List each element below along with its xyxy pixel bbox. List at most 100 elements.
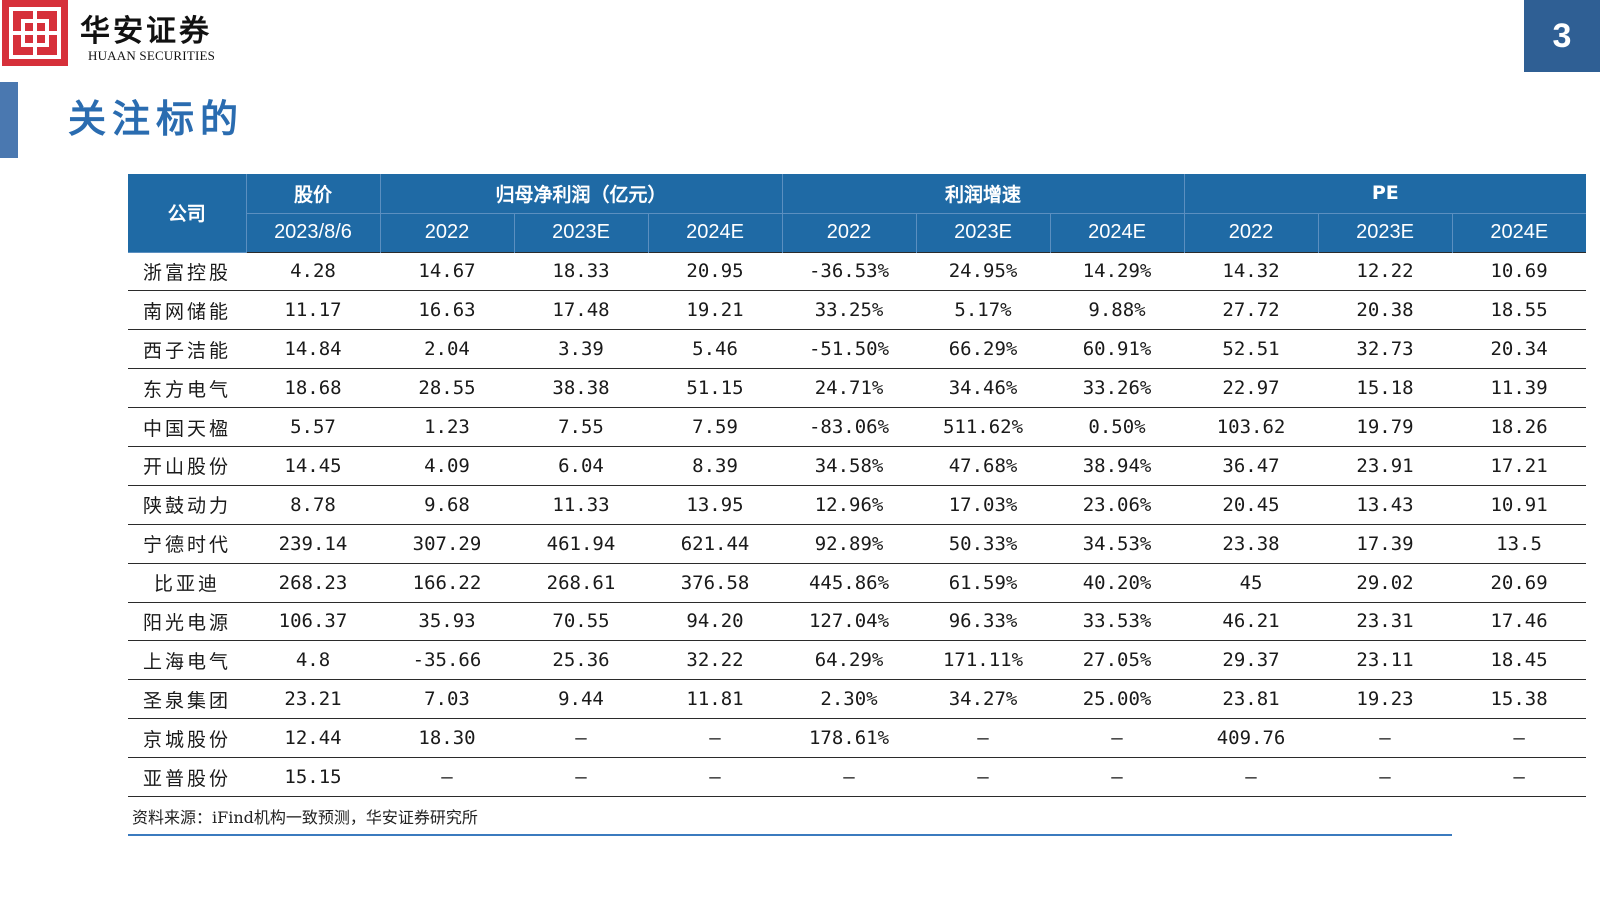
value-cell: —	[1184, 757, 1319, 797]
header-pe: PE	[1184, 174, 1587, 214]
value-cell: 2.04	[380, 329, 514, 370]
company-name-cell: 阳光电源	[128, 602, 246, 642]
value-cell: 13.95	[648, 485, 783, 525]
value-cell: 66.29%	[916, 329, 1051, 370]
value-cell: —	[1318, 757, 1453, 797]
value-cell: 166.22	[380, 563, 514, 603]
value-cell: 9.68	[380, 485, 514, 525]
value-cell: 3.39	[514, 329, 648, 370]
table-row: 开山股份 14.45 4.09 6.04 8.39 34.58% 47.68% 38.94% 3…	[128, 446, 1587, 486]
value-cell: 11.39	[1452, 368, 1587, 409]
table-row: 陕鼓动力 8.78 9.68 11.33 13.95 12.96% 17.03% 23.06%…	[128, 485, 1587, 525]
value-cell: 4.28	[246, 251, 380, 292]
value-cell: 268.61	[514, 563, 648, 603]
table-row: 南网储能 11.17 16.63 17.48 19.21 33.25% 5.17% 9.88%…	[128, 290, 1587, 331]
value-cell: 94.20	[648, 602, 783, 642]
value-cell: 23.38	[1184, 524, 1319, 564]
logo-english-name: HUAAN SECURITIES	[88, 48, 216, 63]
company-name-cell: 东方电气	[128, 368, 246, 409]
value-cell: 34.58%	[782, 446, 917, 486]
value-cell: 17.03%	[916, 485, 1051, 525]
value-cell: 178.61%	[782, 718, 917, 759]
value-cell: 12.96%	[782, 485, 917, 525]
value-cell: 23.06%	[1050, 485, 1185, 525]
value-cell: 18.30	[380, 718, 514, 759]
value-cell: 307.29	[380, 524, 514, 564]
value-cell: —	[1452, 718, 1587, 759]
header-growth: 利润增速	[782, 174, 1185, 214]
value-cell: 29.37	[1184, 640, 1319, 681]
value-cell: 47.68%	[916, 446, 1051, 486]
value-cell: 621.44	[648, 524, 783, 564]
value-cell: 18.45	[1452, 640, 1587, 681]
value-cell: 11.17	[246, 290, 380, 331]
value-cell: 32.22	[648, 640, 783, 681]
value-cell: 33.26%	[1050, 368, 1185, 409]
value-cell: 34.53%	[1050, 524, 1185, 564]
value-cell: 20.69	[1452, 563, 1587, 603]
value-cell: 2.30%	[782, 679, 917, 720]
value-cell: 23.21	[246, 679, 380, 720]
value-cell: 33.53%	[1050, 602, 1185, 642]
value-cell: 46.21	[1184, 602, 1319, 642]
subheader-year: 2022	[1184, 213, 1319, 252]
value-cell: 60.91%	[1050, 329, 1185, 370]
company-name-cell: 圣泉集团	[128, 679, 246, 720]
value-cell: 15.38	[1452, 679, 1587, 720]
value-cell: 45	[1184, 563, 1319, 603]
value-cell: 18.26	[1452, 407, 1587, 447]
value-cell: 17.46	[1452, 602, 1587, 642]
source-note: 资料来源：iFind机构一致预测，华安证券研究所	[132, 808, 478, 827]
value-cell: 34.27%	[916, 679, 1051, 720]
value-cell: 23.91	[1318, 446, 1453, 486]
value-cell: 14.32	[1184, 251, 1319, 292]
value-cell: 29.02	[1318, 563, 1453, 603]
subheader-year: 2024E	[1050, 213, 1185, 252]
value-cell: —	[782, 757, 917, 797]
value-cell: 13.43	[1318, 485, 1453, 525]
subheader-price-date: 2023/8/6	[246, 213, 381, 252]
company-logo-icon	[2, 0, 68, 66]
value-cell: 103.62	[1184, 407, 1319, 447]
value-cell: 5.57	[246, 407, 380, 447]
table-row: 亚普股份 15.15— — — — — — — — —	[128, 757, 1587, 797]
value-cell: 34.46%	[916, 368, 1051, 409]
value-cell: 6.04	[514, 446, 648, 486]
page-title: 关注标的	[68, 97, 245, 141]
value-cell: 96.33%	[916, 602, 1051, 642]
value-cell: 12.44	[246, 718, 380, 759]
table-row: 上海电气 4.8 -35.66 25.36 32.22 64.29% 171.11% 27.0…	[128, 640, 1587, 681]
subheader-year: 2024E	[1452, 213, 1587, 252]
value-cell: 239.14	[246, 524, 380, 564]
value-cell: 5.46	[648, 329, 783, 370]
value-cell: 11.81	[648, 679, 783, 720]
table-group-header-row: 公司 股价 归母净利润（亿元） 利润增速 PE	[128, 174, 1587, 253]
value-cell: 17.48	[514, 290, 648, 331]
header-net-profit: 归母净利润（亿元）	[380, 174, 783, 214]
header-price: 股价	[246, 174, 381, 214]
value-cell: 445.86%	[782, 563, 917, 603]
value-cell: 14.29%	[1050, 251, 1185, 292]
value-cell: 7.55	[514, 407, 648, 447]
value-cell: 4.09	[380, 446, 514, 486]
value-cell: 11.33	[514, 485, 648, 525]
value-cell: 22.97	[1184, 368, 1319, 409]
value-cell: 25.36	[514, 640, 648, 681]
value-cell: —	[1318, 718, 1453, 759]
value-cell: —	[1452, 757, 1587, 797]
value-cell: -36.53%	[782, 251, 917, 292]
value-cell: 376.58	[648, 563, 783, 603]
value-cell: 1.23	[380, 407, 514, 447]
company-name-cell: 比亚迪	[128, 563, 246, 603]
value-cell: 10.91	[1452, 485, 1587, 525]
value-cell: —	[916, 757, 1051, 797]
value-cell: 18.33	[514, 251, 648, 292]
value-cell: 13.5	[1452, 524, 1587, 564]
company-name-cell: 亚普股份	[128, 757, 246, 797]
table-row: 中国天楹 5.57 1.23 7.55 7.59 -83.06% 511.62% 0.50% 1…	[128, 407, 1587, 447]
value-cell: —	[514, 757, 648, 797]
value-cell: 50.33%	[916, 524, 1051, 564]
value-cell: 52.51	[1184, 329, 1319, 370]
subheader-year: 2023E	[1318, 213, 1453, 252]
value-cell: —	[1050, 718, 1185, 759]
